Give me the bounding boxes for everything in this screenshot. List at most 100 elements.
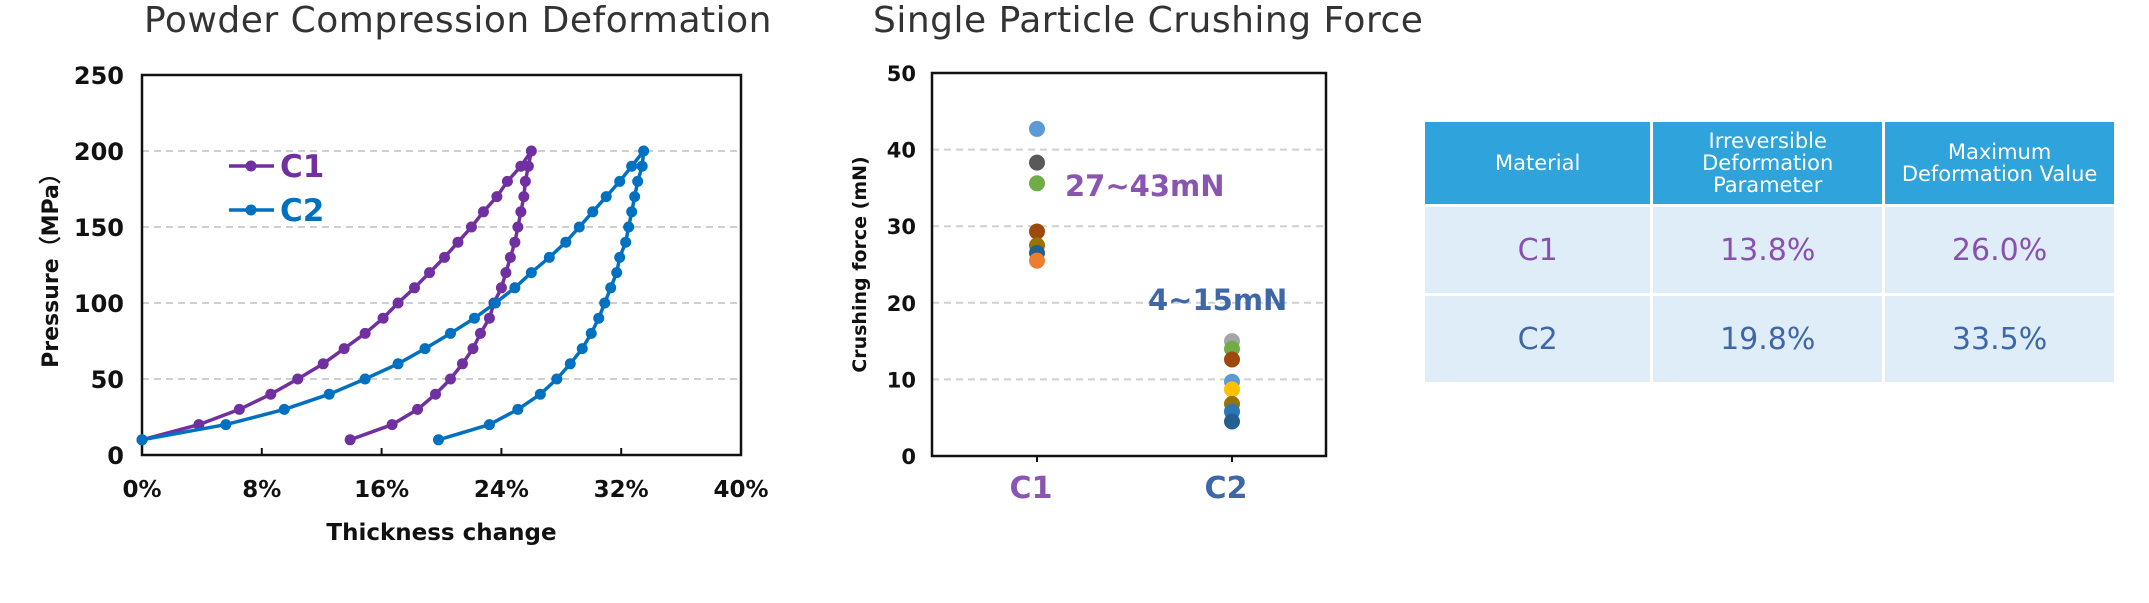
data-point-c1 [456,358,468,370]
data-point-c2 [534,388,546,400]
data-point-c1 [444,373,456,385]
y-tick-label: 30 [887,215,916,239]
data-point-c2 [136,434,148,446]
data-point-c1 [522,160,534,172]
header-maximum: Maximum Deformation Value [1885,122,2114,204]
legend-marker-c2 [245,204,257,216]
data-point-c1 [338,343,350,355]
data-point-c1 [500,267,512,279]
data-point-c2 [573,221,585,233]
data-point-c2 [626,206,638,218]
data-point-c1 [392,297,404,309]
y-tick-label: 20 [887,292,916,316]
data-point-c2 [489,297,501,309]
cell-irreversible: 19.8% [1653,296,1883,382]
data-point-c1 [1029,175,1045,192]
chart2-title: Single Particle Crushing Force [873,0,1424,41]
category-label-c1: C1 [1010,471,1053,506]
y-tick-label: 200 [74,138,124,166]
y-tick-label: 50 [887,62,916,86]
data-point-c1 [452,236,464,248]
data-point-c2 [623,221,635,233]
data-point-c2 [585,327,597,339]
data-point-c1 [518,191,530,203]
data-point-c1 [386,419,398,431]
data-point-c2 [323,388,335,400]
data-point-c1 [467,343,479,355]
range-annotation-c2: 4~15mN [1148,283,1287,317]
data-point-c2 [543,251,555,263]
cell-material: C2 [1425,296,1651,382]
y-tick-label: 250 [74,62,124,90]
data-point-c2 [419,343,431,355]
data-point-c2 [560,236,572,248]
cell-maximum: 26.0% [1885,207,2114,293]
data-point-c1 [1029,252,1045,269]
legend-label-c1: C1 [280,149,324,185]
x-tick-label: 24% [474,477,529,503]
data-point-c2 [614,251,626,263]
data-point-c1 [377,312,389,324]
legend-marker-c1 [245,160,257,172]
category-label-c2: C2 [1205,471,1248,506]
data-point-c1 [477,206,489,218]
x-tick-label: 0% [122,477,161,503]
y-tick-label: 0 [901,445,916,469]
x-tick-label: 16% [354,477,409,503]
y-tick-label: 10 [887,368,916,392]
data-point-c2 [1224,381,1240,398]
y-tick-label: 100 [74,290,124,318]
data-point-c2 [626,160,638,172]
data-point-c1 [495,282,507,294]
y-tick-label: 50 [91,366,124,394]
data-point-c1 [424,267,436,279]
data-point-c2 [433,434,445,446]
series-line-c1 [141,150,534,442]
data-point-c1 [359,327,371,339]
range-annotation-c1: 27~43mN [1065,169,1225,203]
plot-frame [930,71,1328,458]
data-point-c1 [525,145,537,157]
header-material: Material [1425,122,1651,204]
cell-maximum: 33.5% [1885,296,2114,382]
x-tick-label: 8% [242,477,281,503]
series-line-c2 [141,145,646,442]
y-tick-label: 150 [74,214,124,242]
data-point-c2 [620,236,632,248]
x-tick-label: 40% [713,477,768,503]
data-point-c1 [515,206,527,218]
data-point-c1 [265,388,277,400]
data-point-c2 [611,267,623,279]
data-point-c1 [1029,120,1045,137]
data-point-c2 [1224,351,1240,368]
header-irreversible: Irreversible Deformation Parameter [1653,122,1883,204]
data-point-c2 [632,175,644,187]
data-point-c1 [344,434,356,446]
data-point-c2 [278,403,290,415]
data-point-c1 [412,403,424,415]
x-axis-label: Thickness change [326,520,556,546]
y-tick-label: 0 [107,442,124,470]
data-point-c2 [636,160,648,172]
data-point-c2 [587,206,599,218]
data-point-c1 [409,282,421,294]
data-point-c2 [599,297,611,309]
chart1-title: Powder Compression Deformation [144,0,773,41]
data-point-c1 [509,236,521,248]
data-point-c2 [600,191,612,203]
table-row: C1 13.8% 26.0% [1425,207,2114,293]
data-point-c2 [483,419,495,431]
data-point-c1 [438,251,450,263]
data-point-c1 [292,373,304,385]
data-point-c2 [359,373,371,385]
data-point-c2 [220,419,232,431]
data-point-c2 [525,267,537,279]
legend-label-c2: C2 [280,193,324,229]
y-tick-label: 40 [887,139,916,163]
data-point-c1 [491,191,503,203]
y-axis-label: Crushing force (mN) [849,156,871,372]
x-tick-label: 32% [594,477,649,503]
data-point-c1 [1029,223,1045,240]
data-point-c1 [233,403,245,415]
table-header-row: Material Irreversible Deformation Parame… [1425,122,2114,204]
